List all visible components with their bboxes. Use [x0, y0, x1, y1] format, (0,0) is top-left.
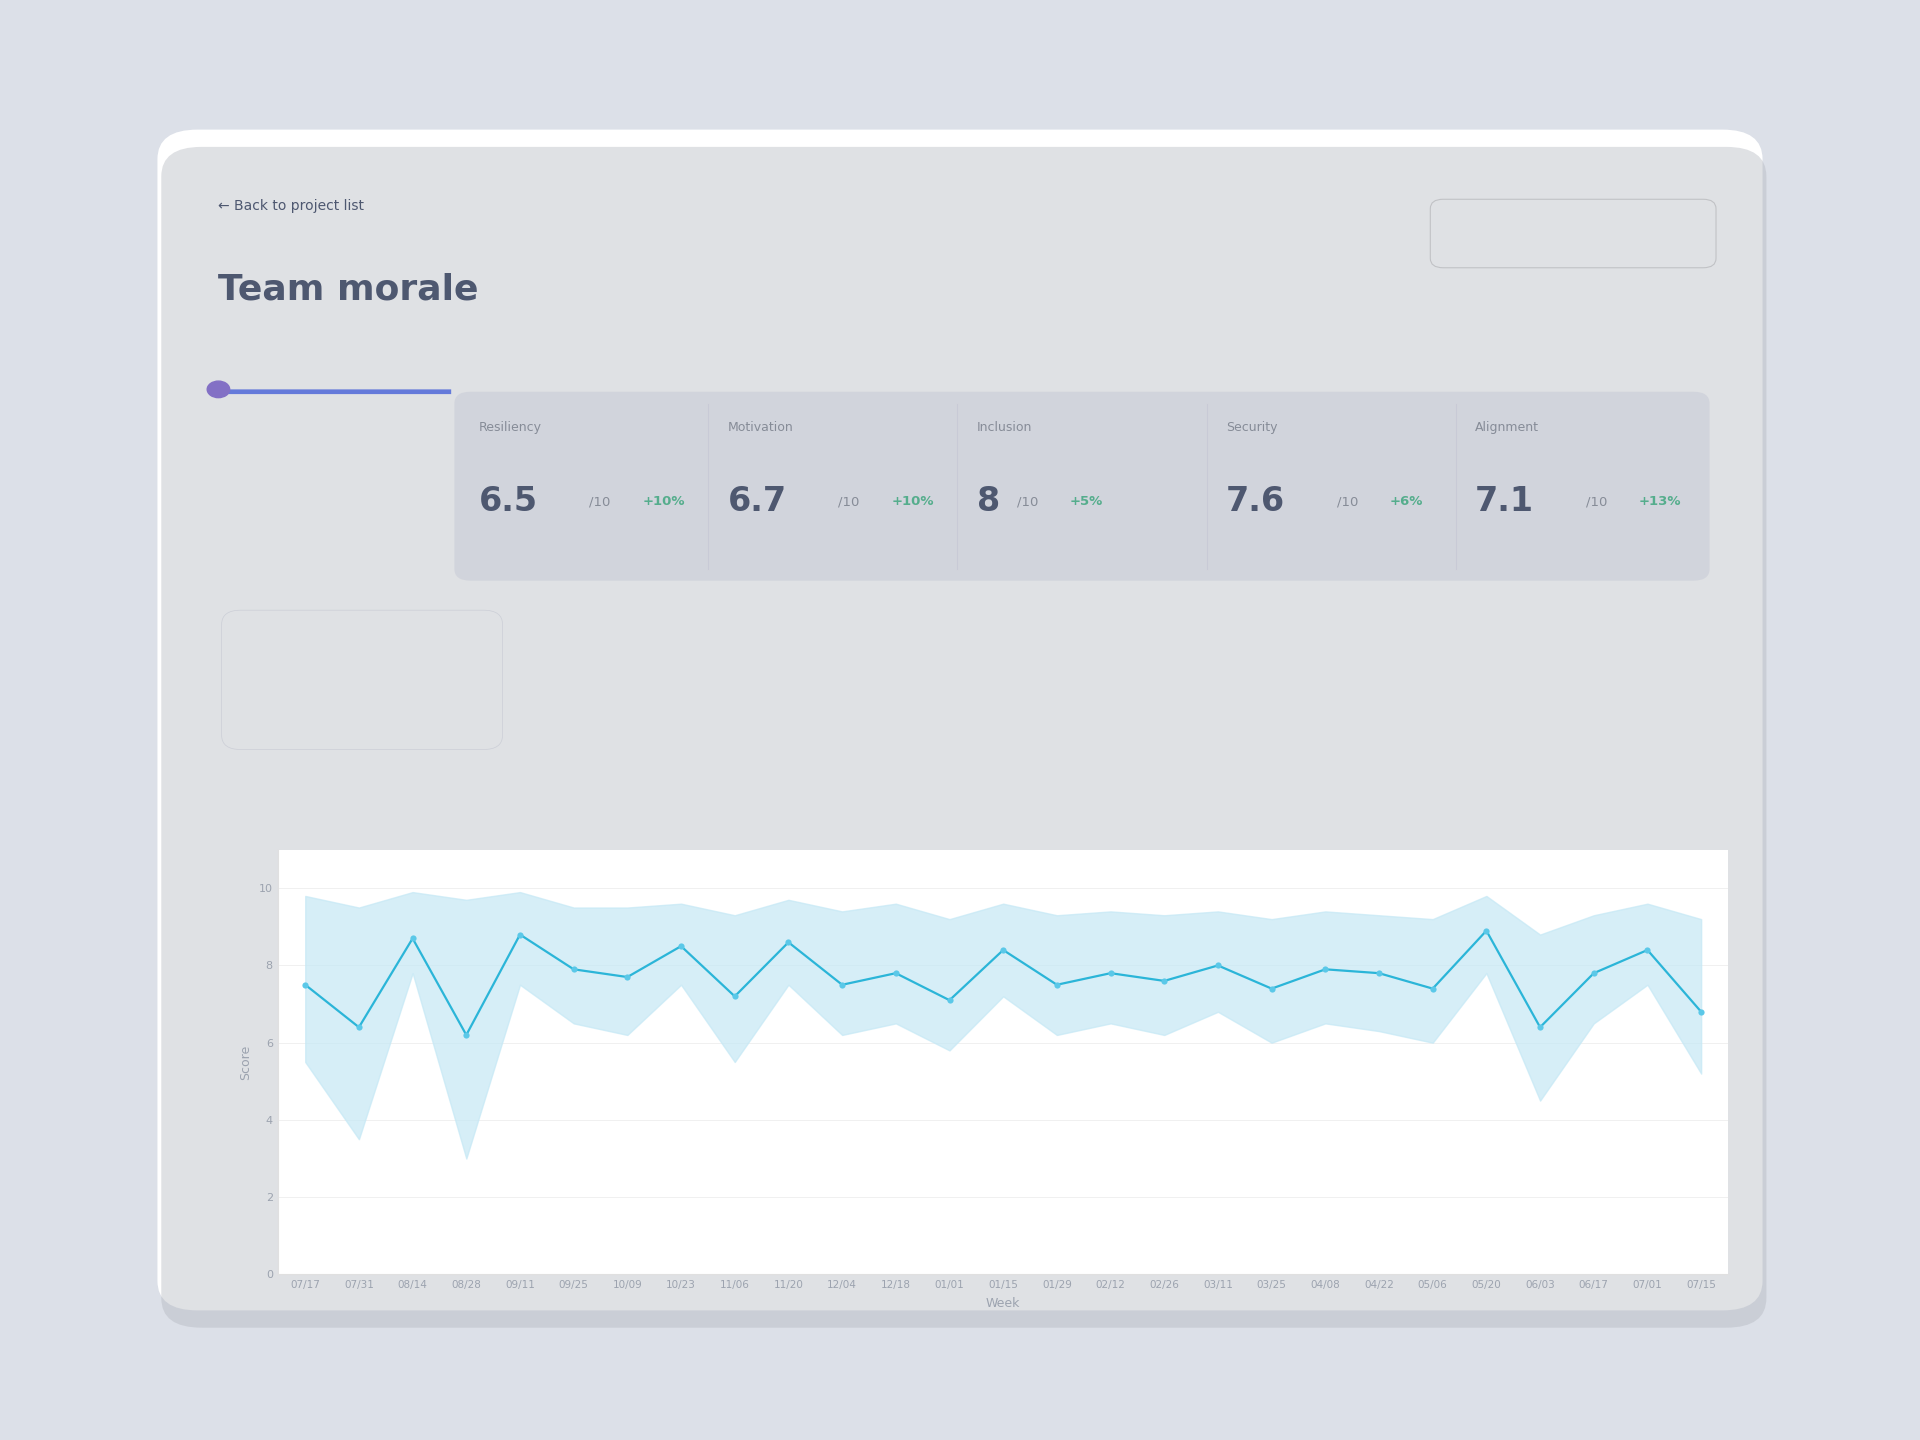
Point [1471, 919, 1501, 942]
FancyBboxPatch shape [211, 397, 447, 572]
Text: Resiliency: Resiliency [478, 420, 541, 433]
FancyBboxPatch shape [221, 611, 503, 749]
Point [828, 973, 858, 996]
Text: +5%: +5% [1069, 495, 1104, 508]
Text: /10: /10 [1018, 495, 1039, 508]
FancyBboxPatch shape [455, 392, 1709, 580]
Point [1309, 958, 1340, 981]
Point [1041, 973, 1071, 996]
Text: Motivation: Motivation [728, 420, 793, 433]
Text: 6.5: 6.5 [478, 485, 538, 518]
Point [1256, 978, 1286, 1001]
Text: 7.2: 7.2 [250, 491, 319, 528]
Point [1148, 969, 1179, 992]
Text: Security: Security [1225, 420, 1277, 433]
FancyBboxPatch shape [161, 147, 1766, 1328]
Text: Team morale: Team morale [219, 272, 478, 307]
Text: 47%: 47% [330, 697, 396, 724]
Point [290, 973, 321, 996]
FancyBboxPatch shape [219, 389, 451, 395]
Point [1686, 1001, 1716, 1024]
Text: Global participation: Global participation [298, 648, 428, 661]
Text: 8: 8 [977, 485, 1000, 518]
Text: 6.7: 6.7 [728, 485, 787, 518]
Point [1202, 953, 1233, 976]
Point [344, 1015, 374, 1038]
Y-axis label: Score: Score [238, 1044, 252, 1080]
Text: +10%: +10% [641, 495, 685, 508]
Point [774, 930, 804, 953]
FancyBboxPatch shape [1430, 199, 1716, 268]
FancyBboxPatch shape [157, 130, 1763, 1310]
Text: Inclusion: Inclusion [977, 420, 1033, 433]
Text: +6%: +6% [1390, 495, 1423, 508]
Text: ⌄: ⌄ [1680, 226, 1692, 240]
Text: ← Back to project list: ← Back to project list [219, 199, 365, 213]
Point [397, 927, 428, 950]
Point [1632, 939, 1663, 962]
Point [1094, 962, 1125, 985]
Text: /10: /10 [1586, 495, 1607, 508]
Point [612, 965, 643, 988]
Point [666, 935, 697, 958]
Text: 7.6: 7.6 [1225, 485, 1284, 518]
Point [987, 939, 1018, 962]
Point [559, 958, 589, 981]
Text: /10: /10 [1336, 495, 1357, 508]
Point [1417, 978, 1448, 1001]
Text: Overview: Overview [253, 423, 319, 438]
Text: Alignment: Alignment [1475, 420, 1540, 433]
Point [1363, 962, 1394, 985]
Text: +13%: +13% [1638, 495, 1682, 508]
Point [935, 989, 966, 1012]
Point [505, 923, 536, 946]
Point [720, 985, 751, 1008]
Point [881, 962, 912, 985]
Text: +10%: +10% [891, 495, 933, 508]
Point [1524, 1015, 1555, 1038]
X-axis label: Week: Week [987, 1297, 1020, 1310]
Text: /10: /10 [589, 495, 611, 508]
Text: /10: /10 [348, 503, 371, 517]
Point [1578, 962, 1609, 985]
Text: Last 365 days: Last 365 days [1507, 228, 1594, 240]
Circle shape [207, 382, 230, 397]
Point [451, 1024, 482, 1047]
Text: 7.1: 7.1 [1475, 485, 1534, 518]
Text: /10: /10 [839, 495, 860, 508]
